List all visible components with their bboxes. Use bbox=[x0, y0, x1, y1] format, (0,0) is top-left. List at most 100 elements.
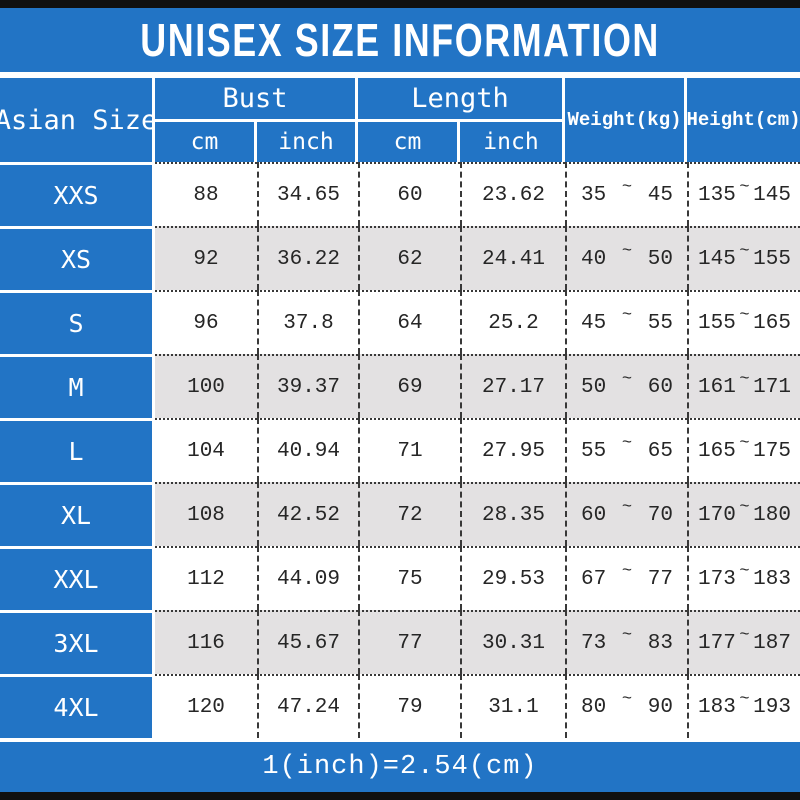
header-bust: Bust bbox=[155, 78, 358, 122]
cell-bust-cm-XXS: 88 bbox=[155, 162, 257, 226]
range-min-value: 73 bbox=[581, 631, 607, 655]
range-min-value: 145 bbox=[698, 247, 736, 271]
range-max-value: 83 bbox=[647, 631, 673, 655]
cell-height-XS: 145 ~155 bbox=[687, 226, 800, 290]
range-tilde: ~ bbox=[739, 369, 750, 389]
cell-weight-XS: 40 ~50 bbox=[565, 226, 687, 290]
cell-length-cm-L: 71 bbox=[358, 418, 460, 482]
header-asian-size: Asian Size bbox=[0, 78, 157, 162]
cell-weight-S: 45 ~55 bbox=[565, 290, 687, 354]
range-max-value: 90 bbox=[647, 695, 673, 719]
cell-length-cm-XXL: 75 bbox=[358, 546, 460, 610]
cell-bust-inch-4XL: 47.24 bbox=[257, 674, 358, 738]
range-max-value: 77 bbox=[647, 567, 673, 591]
range-max-value: 50 bbox=[647, 247, 673, 271]
header-bust-cm: cm bbox=[155, 122, 257, 162]
range-tilde: ~ bbox=[621, 177, 633, 197]
range-max-value: 145 bbox=[753, 183, 791, 207]
cell-bust-cm-XXL: 112 bbox=[155, 546, 257, 610]
cell-length-inch-M: 27.17 bbox=[460, 354, 565, 418]
cell-length-cm-3XL: 77 bbox=[358, 610, 460, 674]
cell-length-cm-4XL: 79 bbox=[358, 674, 460, 738]
range-tilde: ~ bbox=[739, 433, 750, 453]
cell-weight-3XL: 73 ~83 bbox=[565, 610, 687, 674]
cell-height-XXS: 135 ~145 bbox=[687, 162, 800, 226]
range-tilde: ~ bbox=[621, 241, 633, 261]
conversion-note: 1(inch)=2.54(cm) bbox=[262, 752, 538, 782]
range-tilde: ~ bbox=[739, 689, 750, 709]
cell-length-inch-XXS: 23.62 bbox=[460, 162, 565, 226]
cell-bust-inch-L: 40.94 bbox=[257, 418, 358, 482]
cell-bust-inch-M: 39.37 bbox=[257, 354, 358, 418]
header-bust-inch: inch bbox=[257, 122, 358, 162]
range-max-value: 55 bbox=[647, 311, 673, 335]
cell-bust-inch-3XL: 45.67 bbox=[257, 610, 358, 674]
range-max-value: 171 bbox=[753, 375, 791, 399]
range-max-value: 175 bbox=[753, 439, 791, 463]
size-label-XL: XL bbox=[0, 482, 155, 546]
cell-weight-M: 50 ~60 bbox=[565, 354, 687, 418]
page-title: UNISEX SIZE INFORMATION bbox=[140, 14, 660, 66]
cell-weight-4XL: 80 ~90 bbox=[565, 674, 687, 738]
size-label-4XL: 4XL bbox=[0, 674, 155, 738]
cell-bust-cm-3XL: 116 bbox=[155, 610, 257, 674]
cell-length-cm-XS: 62 bbox=[358, 226, 460, 290]
range-tilde: ~ bbox=[621, 561, 633, 581]
title-divider bbox=[0, 72, 800, 78]
cell-bust-cm-XL: 108 bbox=[155, 482, 257, 546]
top-black-bar bbox=[0, 0, 800, 8]
size-table: Asian Size Bust Length Weight(kg) Height… bbox=[0, 78, 800, 738]
cell-length-inch-S: 25.2 bbox=[460, 290, 565, 354]
cell-weight-XL: 60 ~70 bbox=[565, 482, 687, 546]
cell-length-inch-L: 27.95 bbox=[460, 418, 565, 482]
range-min-value: 60 bbox=[581, 503, 607, 527]
range-min-value: 67 bbox=[581, 567, 607, 591]
range-tilde: ~ bbox=[739, 497, 750, 517]
range-min-value: 35 bbox=[581, 183, 607, 207]
range-max-value: 180 bbox=[753, 503, 791, 527]
range-max-value: 165 bbox=[753, 311, 791, 335]
cell-height-L: 165 ~175 bbox=[687, 418, 800, 482]
size-label-XXS: XXS bbox=[0, 162, 155, 226]
range-tilde: ~ bbox=[621, 625, 633, 645]
range-min-value: 55 bbox=[581, 439, 607, 463]
range-min-value: 170 bbox=[698, 503, 736, 527]
cell-height-XL: 170 ~180 bbox=[687, 482, 800, 546]
cell-bust-cm-S: 96 bbox=[155, 290, 257, 354]
cell-height-M: 161 ~171 bbox=[687, 354, 800, 418]
footer-divider bbox=[0, 738, 800, 742]
cell-length-inch-XS: 24.41 bbox=[460, 226, 565, 290]
cell-weight-XXS: 35 ~45 bbox=[565, 162, 687, 226]
range-max-value: 183 bbox=[753, 567, 791, 591]
cell-length-cm-S: 64 bbox=[358, 290, 460, 354]
cell-bust-cm-4XL: 120 bbox=[155, 674, 257, 738]
cell-length-inch-XXL: 29.53 bbox=[460, 546, 565, 610]
range-tilde: ~ bbox=[621, 433, 633, 453]
range-min-value: 155 bbox=[698, 311, 736, 335]
cell-weight-L: 55 ~65 bbox=[565, 418, 687, 482]
range-min-value: 177 bbox=[698, 631, 736, 655]
range-max-value: 187 bbox=[753, 631, 791, 655]
cell-length-inch-XL: 28.35 bbox=[460, 482, 565, 546]
cell-bust-inch-S: 37.8 bbox=[257, 290, 358, 354]
cell-length-cm-M: 69 bbox=[358, 354, 460, 418]
range-tilde: ~ bbox=[739, 305, 750, 325]
cell-bust-cm-M: 100 bbox=[155, 354, 257, 418]
range-min-value: 80 bbox=[581, 695, 607, 719]
range-tilde: ~ bbox=[739, 177, 750, 197]
range-max-value: 70 bbox=[647, 503, 673, 527]
range-tilde: ~ bbox=[621, 369, 633, 389]
range-max-value: 60 bbox=[647, 375, 673, 399]
size-label-3XL: 3XL bbox=[0, 610, 155, 674]
cell-length-cm-XL: 72 bbox=[358, 482, 460, 546]
range-min-value: 135 bbox=[698, 183, 736, 207]
cell-bust-inch-XXS: 34.65 bbox=[257, 162, 358, 226]
range-tilde: ~ bbox=[739, 625, 750, 645]
cell-bust-cm-L: 104 bbox=[155, 418, 257, 482]
range-min-value: 183 bbox=[698, 695, 736, 719]
size-label-S: S bbox=[0, 290, 155, 354]
cell-height-4XL: 183 ~193 bbox=[687, 674, 800, 738]
header-length: Length bbox=[358, 78, 565, 122]
range-min-value: 40 bbox=[581, 247, 607, 271]
